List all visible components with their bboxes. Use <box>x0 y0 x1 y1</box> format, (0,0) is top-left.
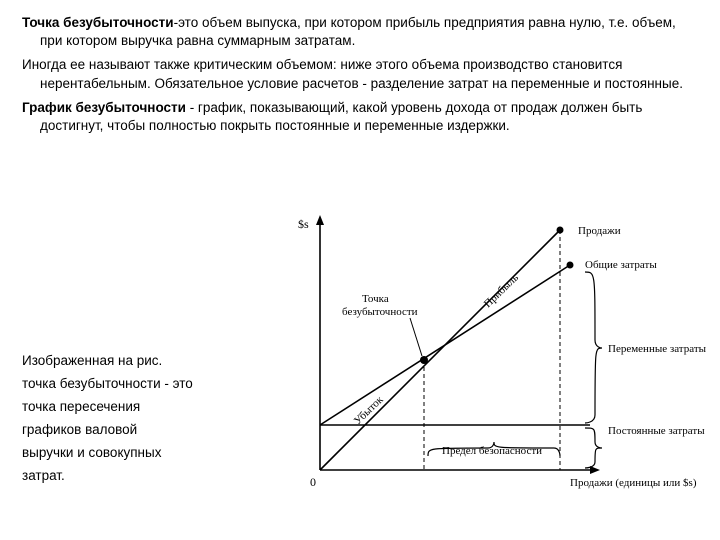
label-profit: Прибыль <box>482 272 521 310</box>
caption-l6: затрат. <box>22 465 222 488</box>
label-fixed-costs: Постоянные затраты <box>608 425 705 437</box>
breakeven-chart: $s 0 Продажи (единицы или $s) Продажи Об… <box>250 210 710 530</box>
para-critical-volume: Иногда ее называют также критическим объ… <box>22 56 698 92</box>
caption-l5: выручки и совокупных <box>22 442 222 465</box>
chart-svg: $s 0 Продажи (единицы или $s) Продажи Об… <box>250 210 710 530</box>
label-sales: Продажи <box>578 225 621 237</box>
caption-l1: Изображенная на рис. <box>22 350 222 373</box>
label-total-costs: Общие затраты <box>585 259 657 271</box>
caption-block: Изображенная на рис. точка безубыточност… <box>22 350 222 488</box>
label-safety: Предел безопасности <box>442 445 542 457</box>
term-chart: График безубыточности <box>22 100 186 115</box>
caption-l4: графиков валовой <box>22 419 222 442</box>
origin-label: 0 <box>310 475 316 489</box>
caption-l3: точка пересечения <box>22 396 222 419</box>
label-breakeven2: безубыточности <box>342 306 418 318</box>
x-axis-label: Продажи (единицы или $s) <box>570 477 697 489</box>
label-breakeven1: Точка <box>362 293 389 305</box>
y-axis-label: $s <box>298 217 309 231</box>
para-chart-def: График безубыточности - график, показыва… <box>22 99 698 135</box>
label-variable-costs: Переменные затраты <box>608 343 707 355</box>
para-breakeven-def: Точка безубыточности-это объем выпуска, … <box>22 14 698 50</box>
caption-l2: точка безубыточности - это <box>22 373 222 396</box>
term-breakeven: Точка безубыточности <box>22 15 174 30</box>
